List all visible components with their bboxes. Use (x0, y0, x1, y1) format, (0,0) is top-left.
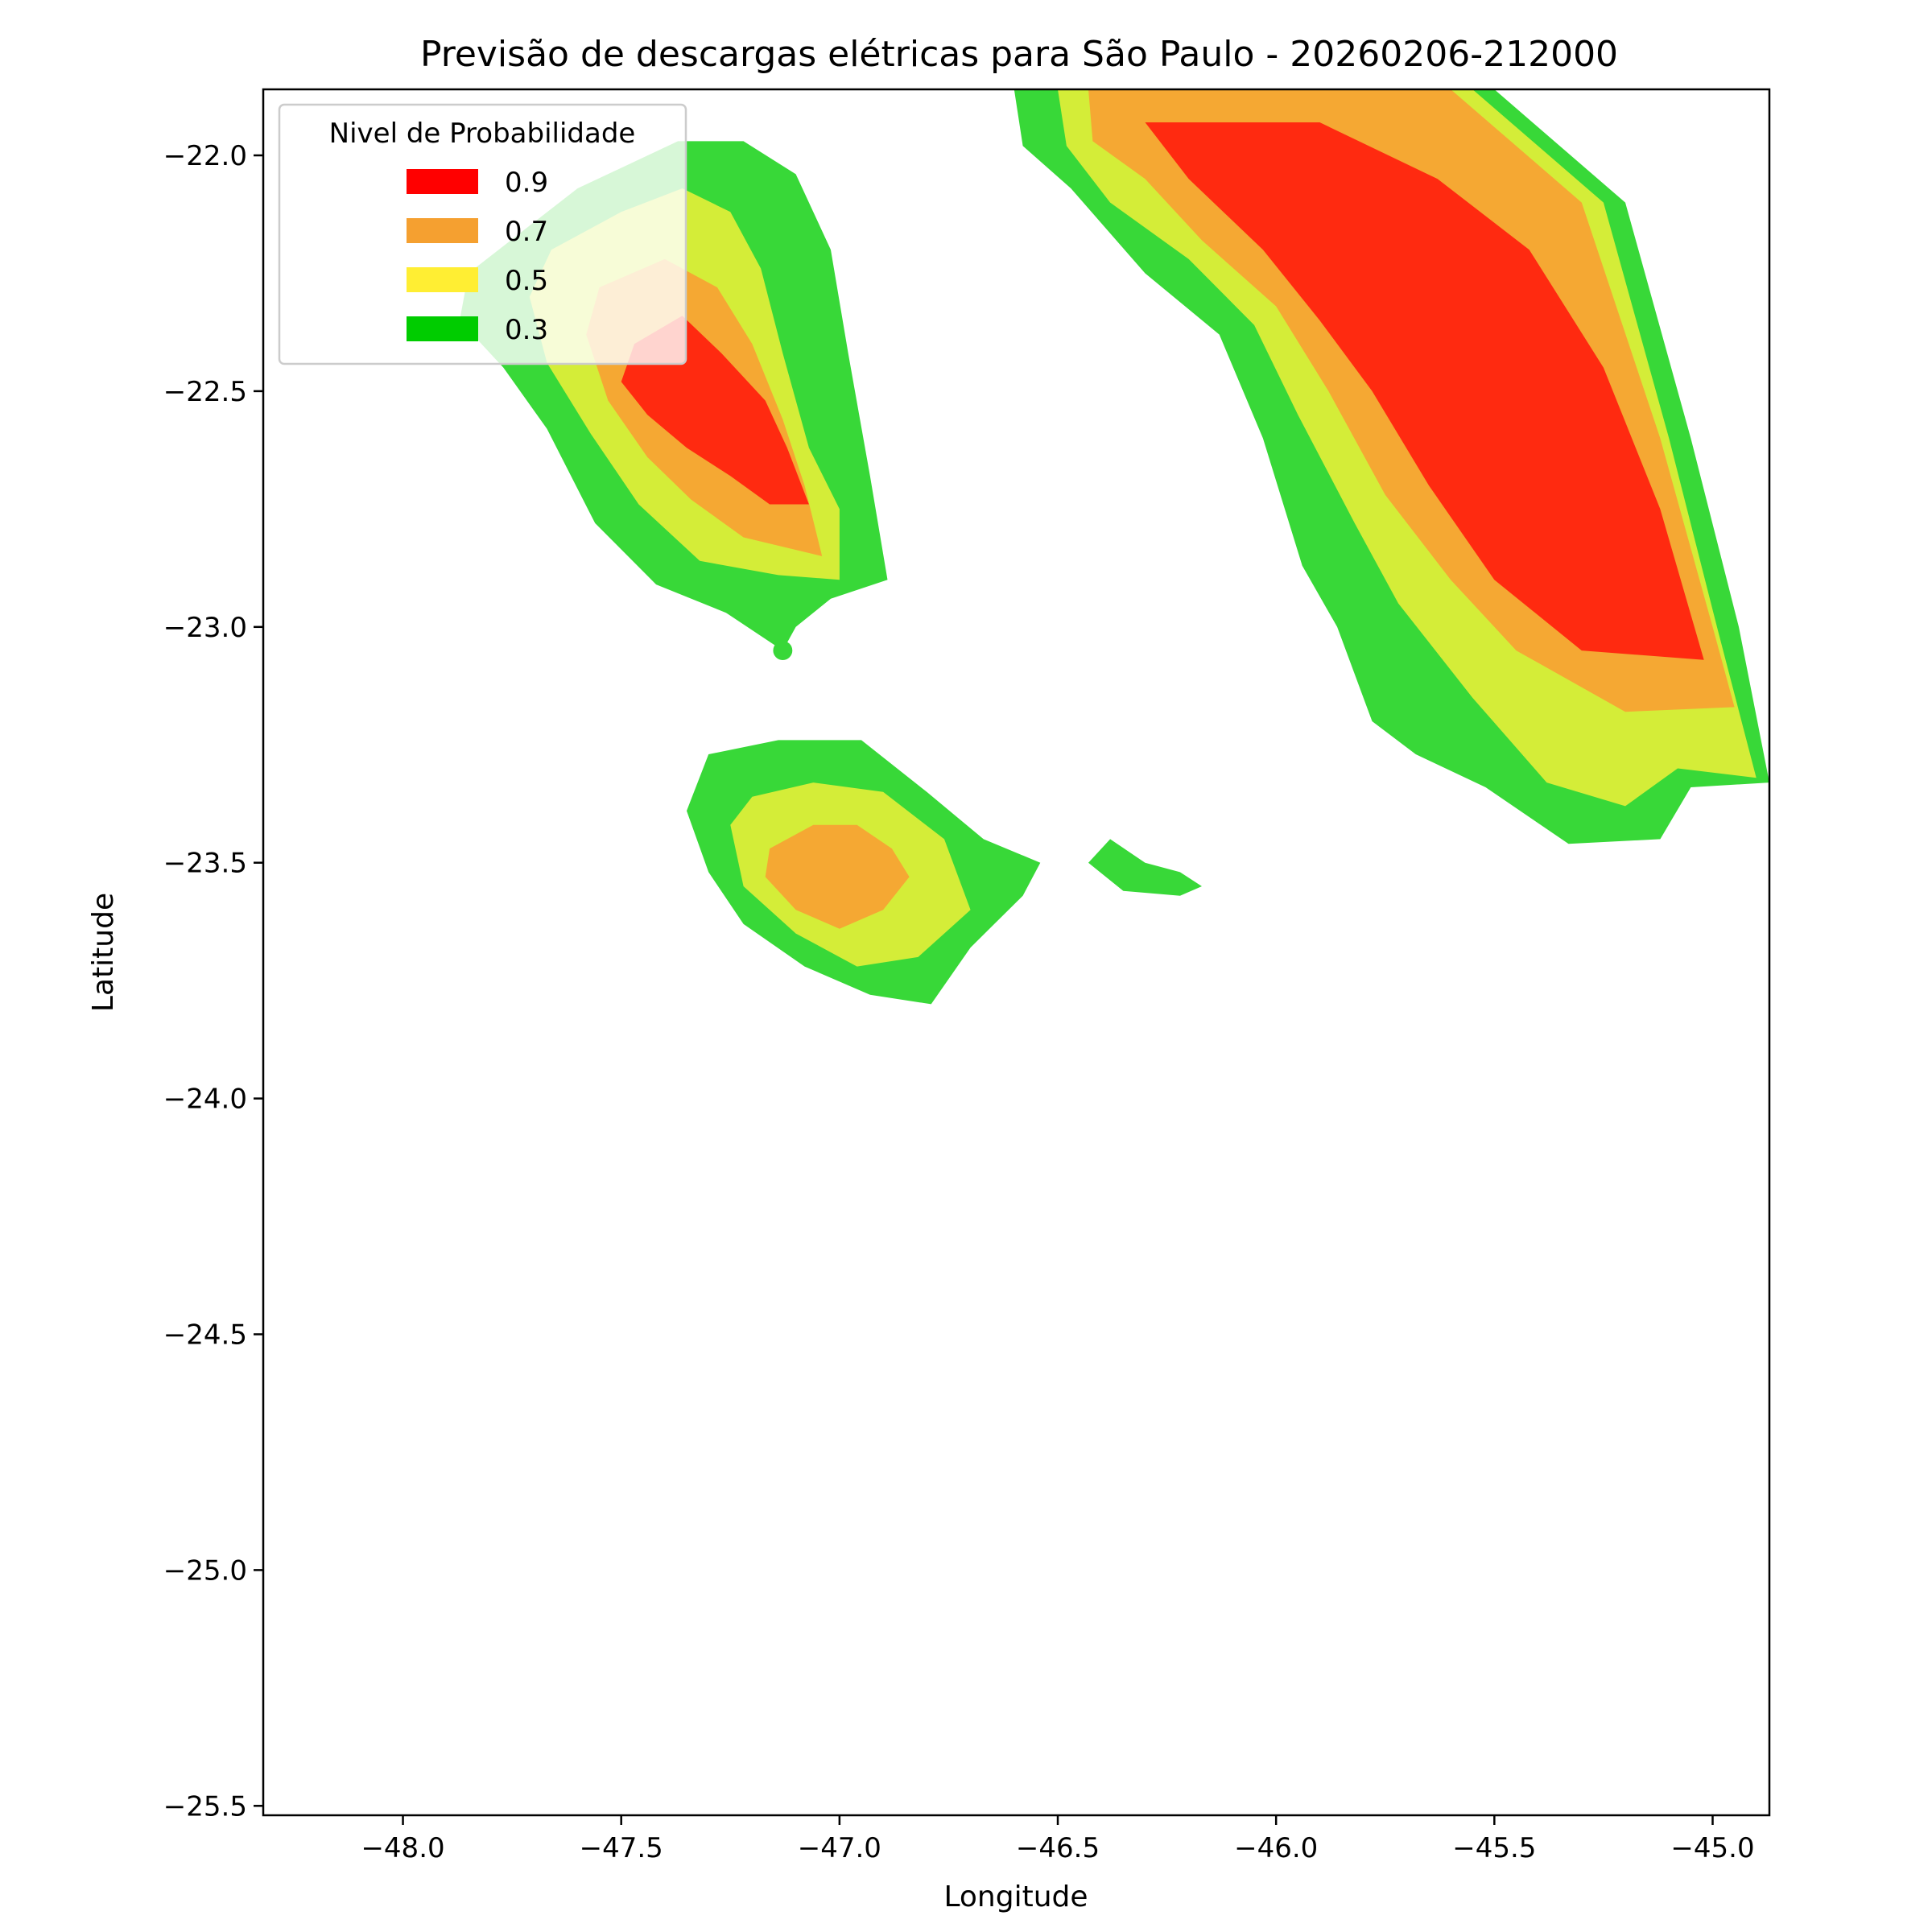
y-tick-label: −22.0 (163, 140, 247, 172)
y-tick-label: −25.0 (163, 1554, 247, 1587)
legend: Nivel de Probabilidade 0.9 0.7 0.5 0.3 (278, 103, 687, 365)
legend-title: Nivel de Probabilidade (329, 118, 636, 150)
plot-area (460, 89, 1769, 1005)
x-tick-label: −45.5 (1452, 1832, 1536, 1864)
east-fragment-region (1088, 839, 1202, 896)
central-cell-region (687, 740, 1041, 1005)
y-tick-label: −25.5 (163, 1790, 247, 1823)
y-axis: −22.0 −22.5 −23.0 −23.5 −24.0 −24.5 −25.0 −25.5 (163, 140, 263, 1823)
legend-box (278, 103, 687, 365)
x-axis-label: Longitude (943, 1880, 1088, 1913)
northeast-cell-region (1013, 89, 1769, 844)
contour-band-0-9 (1145, 122, 1704, 660)
x-tick-label: −46.0 (1234, 1832, 1318, 1864)
x-tick-label: −47.5 (580, 1832, 663, 1864)
y-tick-label: −23.0 (163, 612, 247, 644)
legend-label: 0.5 (505, 265, 548, 297)
y-axis-label: Latitude (87, 893, 120, 1012)
contour-band-0-3 (773, 641, 793, 661)
y-tick-label: −22.5 (163, 376, 247, 408)
legend-label: 0.9 (505, 167, 548, 199)
plot-frame (262, 88, 1771, 1817)
x-tick-label: −48.0 (361, 1832, 444, 1864)
y-tick-label: −24.0 (163, 1084, 247, 1116)
small-dot-region (773, 641, 793, 661)
legend-label: 0.3 (505, 314, 548, 346)
legend-entries: 0.9 0.7 0.5 0.3 (407, 167, 548, 346)
x-axis: −48.0 −47.5 −47.0 −46.5 −46.0 −45.5 −45.0 (361, 1815, 1755, 1864)
x-tick-label: −45.0 (1670, 1832, 1754, 1864)
chart-title: Previsão de descargas elétricas para São… (420, 34, 1618, 75)
x-tick-label: −47.0 (798, 1832, 881, 1864)
legend-swatch (407, 169, 478, 194)
legend-swatch (407, 316, 478, 341)
contour-band-0-3 (1088, 839, 1202, 896)
y-tick-label: −24.5 (163, 1319, 247, 1351)
contour-band-0-7 (765, 824, 910, 929)
legend-swatch (407, 267, 478, 292)
x-tick-label: −46.5 (1016, 1832, 1100, 1864)
legend-swatch (407, 218, 478, 243)
y-tick-label: −23.5 (163, 848, 247, 880)
legend-label: 0.7 (505, 216, 548, 248)
